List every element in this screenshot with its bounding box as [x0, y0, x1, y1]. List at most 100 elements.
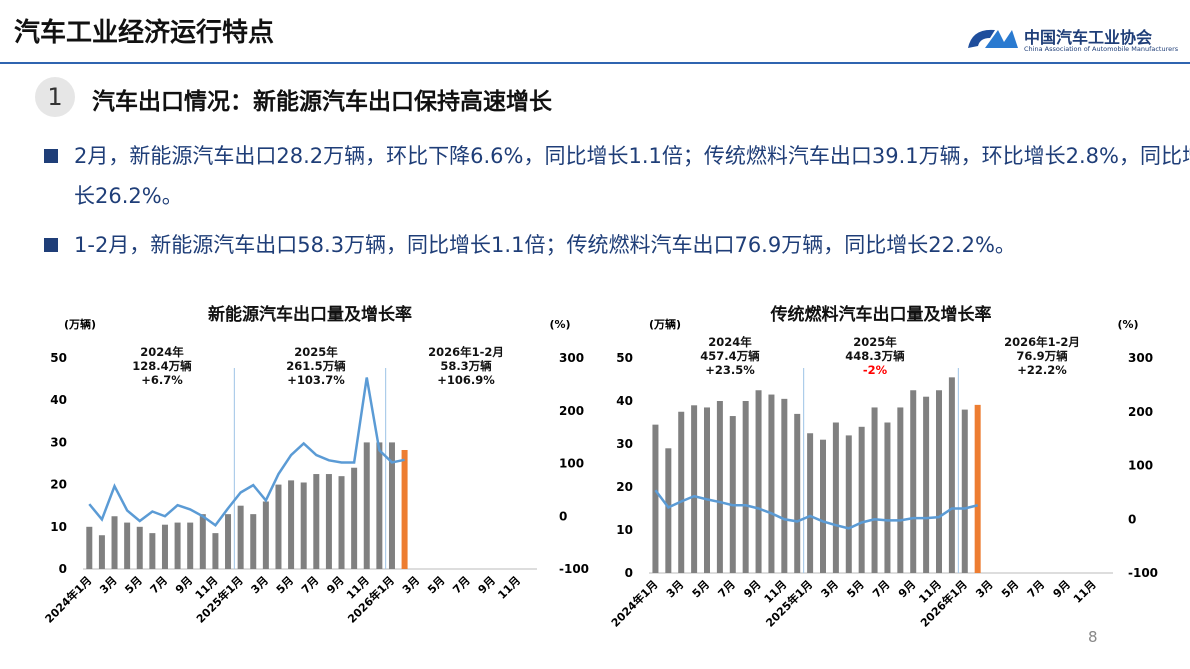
slide-title: 汽车工业经济运行特点	[14, 18, 275, 48]
x-tick-label: 2024年1月	[42, 573, 95, 626]
bar	[376, 442, 383, 569]
x-tick-label: 7月	[1025, 578, 1047, 600]
section-number: 1	[47, 83, 63, 111]
bar	[652, 424, 659, 573]
annotation: 58.3万辆	[440, 359, 492, 373]
bar	[936, 390, 942, 573]
bar	[86, 526, 93, 569]
annotation: 2026年1-2月	[1004, 335, 1080, 349]
x-tick-label: 3月	[664, 578, 686, 600]
y2-tick-label: 200	[1128, 405, 1153, 419]
annotation: +106.9%	[437, 373, 495, 387]
chart-title: 传统燃料汽车出口量及增长率	[770, 304, 992, 325]
x-tick-label: 7月	[148, 574, 170, 596]
annotation: 448.3万辆	[845, 349, 905, 363]
annotation: 2024年	[140, 345, 184, 359]
bar	[820, 439, 826, 573]
y2-tick-label: 0	[1128, 512, 1136, 526]
annotation: -2%	[863, 363, 888, 377]
bar	[250, 514, 257, 569]
x-tick-label: 3月	[819, 578, 841, 600]
y2-tick-label: 100	[559, 457, 584, 471]
bar	[704, 407, 710, 573]
x-tick-label: 5月	[122, 574, 144, 596]
y2-tick-label: 300	[559, 351, 584, 365]
x-tick-label: 11月	[495, 574, 523, 602]
y2-tick-label: 0	[559, 509, 567, 523]
bar	[300, 482, 307, 569]
bar	[212, 533, 219, 569]
y-tick-label: 40	[616, 394, 633, 408]
x-tick-label: 9月	[896, 578, 918, 600]
x-tick-label: 5月	[999, 578, 1021, 600]
x-tick-label: 3月	[97, 574, 119, 596]
growth-line	[654, 489, 978, 530]
bar	[237, 505, 244, 569]
growth-line	[88, 377, 405, 527]
bullet: 1-2月，新能源汽车出口58.3万辆，同比增长1.1倍；传统燃料汽车出口76.9…	[44, 225, 1190, 265]
bar	[897, 407, 904, 573]
annotation: 2024年	[708, 335, 752, 349]
x-tick-label: 2024年1月	[608, 577, 661, 630]
bar	[262, 501, 269, 569]
bar	[98, 535, 105, 569]
y-tick-label: 10	[50, 520, 67, 534]
bar	[691, 405, 698, 573]
bar	[729, 416, 736, 573]
bar	[288, 480, 295, 569]
annotation: 261.5万辆	[286, 359, 346, 373]
x-tick-label: 7月	[870, 578, 892, 600]
y2-tick-label: 200	[559, 404, 584, 418]
bullet: 2月，新能源汽车出口28.2万辆，环比下降6.6%，同比增长1.1倍；传统燃料汽…	[44, 136, 1190, 216]
annotation: +6.7%	[141, 373, 183, 387]
bar	[807, 433, 814, 573]
bar	[884, 422, 891, 573]
bar	[832, 422, 839, 573]
bar	[313, 474, 320, 569]
x-tick-label: 5月	[274, 574, 296, 596]
page-number: 8	[1088, 628, 1098, 646]
bar	[275, 484, 282, 569]
bar	[363, 442, 370, 569]
annotation: +103.7%	[287, 373, 345, 387]
x-tick-label: 7月	[716, 578, 738, 600]
y-tick-label: 30	[616, 437, 633, 451]
x-tick-label: 5月	[690, 578, 712, 600]
bar	[665, 448, 672, 573]
x-tick-label: 9月	[1051, 578, 1073, 600]
y-tick-label: 20	[616, 480, 633, 494]
section-heading: 汽车出口情况：新能源汽车出口保持高速增长	[92, 89, 552, 115]
bar	[187, 522, 194, 569]
annotation: 2026年1-2月	[428, 345, 504, 359]
bar	[161, 524, 168, 569]
annotation: 128.4万辆	[132, 359, 192, 373]
y-tick-label: 30	[50, 435, 67, 449]
bar	[174, 522, 181, 569]
logo-mark	[985, 30, 1018, 48]
y2-tick-label: -100	[559, 562, 589, 576]
bar	[136, 526, 143, 569]
logo-mark	[968, 29, 995, 48]
annotation: +23.5%	[705, 363, 755, 377]
y2-unit: (%)	[549, 318, 570, 331]
bar	[742, 401, 749, 573]
y-tick-label: 0	[59, 562, 67, 576]
bar	[225, 514, 232, 569]
y2-unit: (%)	[1117, 318, 1138, 331]
y2-tick-label: 300	[1128, 351, 1153, 365]
bar	[124, 522, 131, 569]
header-rule	[0, 62, 1190, 64]
bar	[845, 435, 852, 573]
logo-name: 中国汽车工业协会	[1024, 28, 1153, 47]
bar	[781, 398, 788, 573]
x-tick-label: 7月	[299, 574, 321, 596]
bar	[961, 409, 968, 573]
bar	[388, 442, 395, 569]
bar	[923, 396, 930, 573]
bar	[338, 476, 345, 569]
annotation: 2025年	[853, 335, 897, 349]
bar	[858, 426, 865, 573]
annotation: 76.9万辆	[1016, 349, 1068, 363]
y-unit: (万辆)	[64, 317, 96, 331]
x-tick-label: 3月	[400, 574, 422, 596]
